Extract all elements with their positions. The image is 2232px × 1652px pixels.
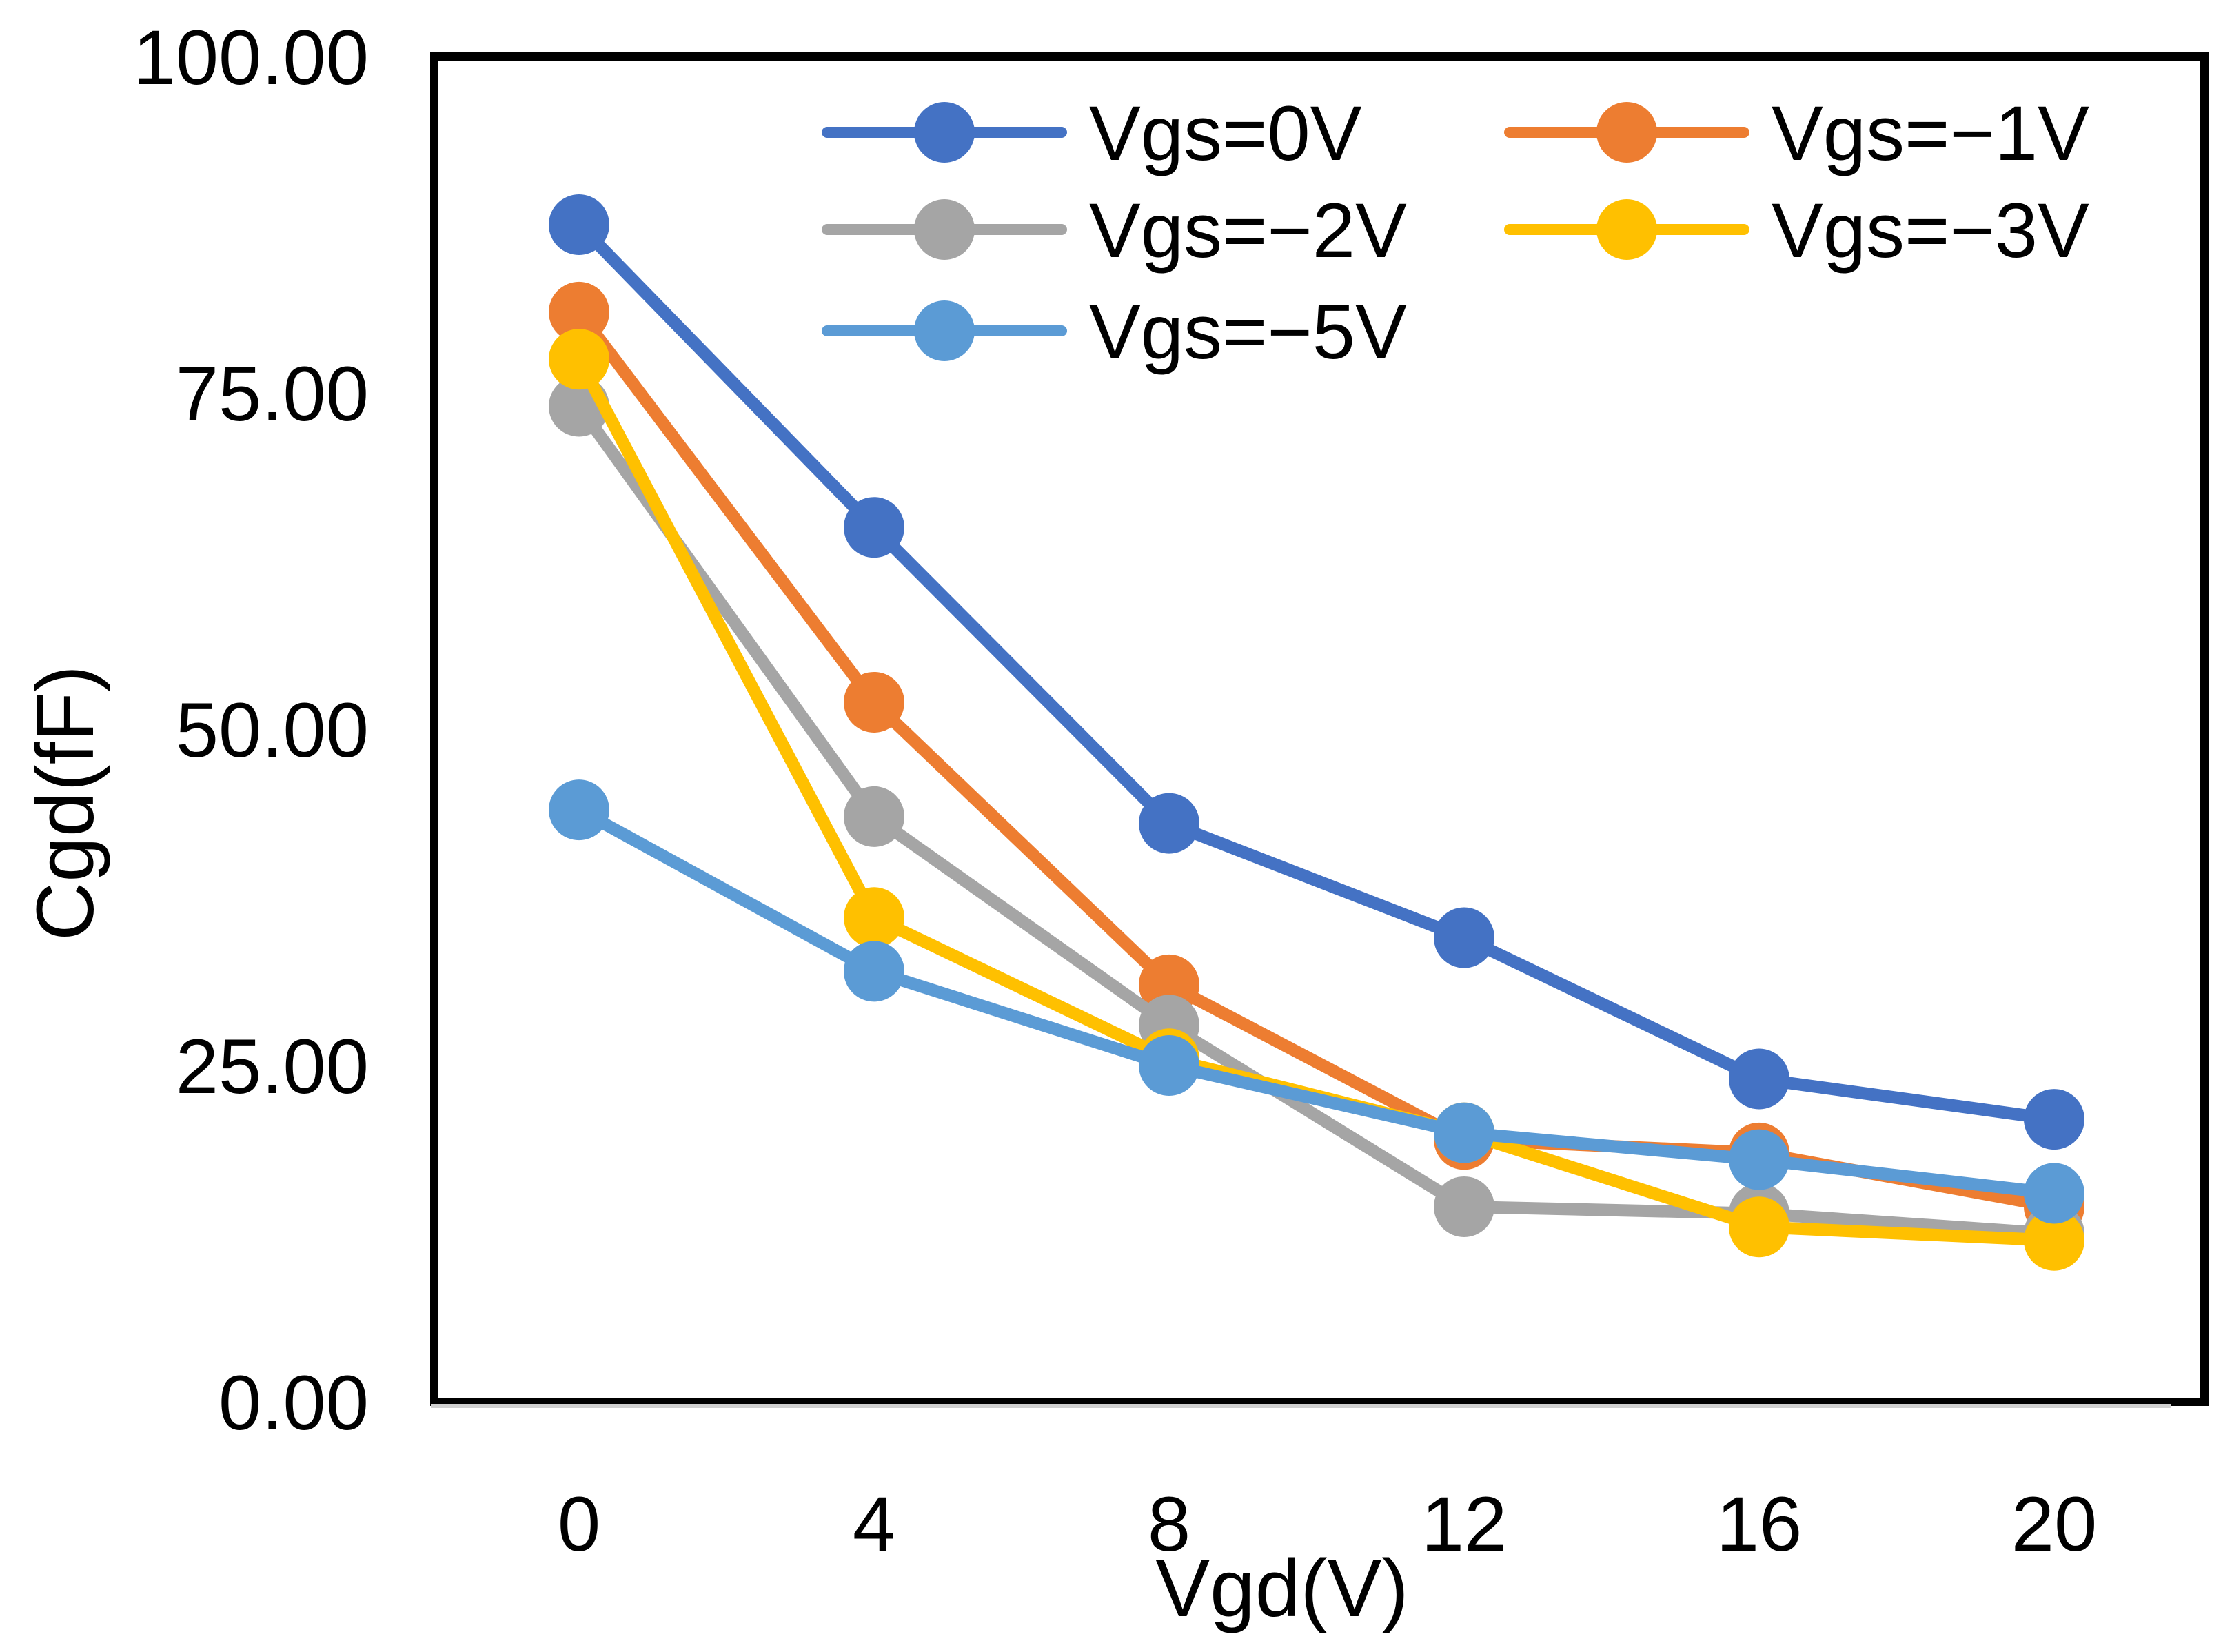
legend-label: Vgs=−3V [1772, 187, 2089, 274]
y-tick-labels: 0.00 25.00 50.00 75.00 100.00 [132, 14, 369, 1446]
legend-item: Vgs=0V [822, 90, 1362, 176]
legend-item: Vgs=−1V [1504, 90, 2089, 176]
data-point [549, 779, 609, 841]
legend-item: Vgs=−3V [1504, 187, 2089, 274]
y-tick-label: 50.00 [176, 687, 369, 773]
x-tick-label: 12 [1421, 1481, 1508, 1567]
legend-item: Vgs=−5V [822, 289, 1407, 375]
y-tick-label: 25.00 [176, 1023, 369, 1110]
data-point [844, 941, 904, 1002]
data-point [549, 329, 609, 390]
data-point [1729, 1196, 1789, 1258]
legend-marker [914, 300, 975, 361]
x-tick-label: 0 [558, 1481, 600, 1567]
legend-item: Vgs=−2V [822, 187, 1407, 274]
y-tick-label: 100.00 [132, 14, 369, 101]
x-tick-labels: 0 4 8 12 16 20 [558, 1481, 2097, 1567]
x-tick-label: 20 [2011, 1481, 2098, 1567]
x-axis-title: Vgd(V) [1155, 1543, 1408, 1634]
data-point [844, 887, 904, 948]
data-point [2024, 1210, 2084, 1271]
data-point [1729, 1048, 1789, 1110]
series-layer [549, 194, 2084, 1271]
y-tick-label: 0.00 [219, 1360, 369, 1446]
legend-label: Vgs=0V [1089, 90, 1362, 176]
legend: Vgs=0V Vgs=−1V Vgs=−2V Vgs=−3V Vgs=−5V [822, 90, 2089, 375]
data-point [1139, 793, 1199, 854]
x-tick-label: 4 [853, 1481, 895, 1567]
data-point [1729, 1129, 1789, 1190]
data-point [549, 281, 609, 343]
legend-label: Vgs=−1V [1772, 90, 2089, 176]
series-line [573, 804, 2060, 1200]
legend-marker [914, 102, 975, 163]
x-tick-label: 8 [1148, 1481, 1190, 1567]
data-point [1434, 1102, 1494, 1163]
data-point [844, 671, 904, 733]
data-point [1434, 907, 1494, 968]
data-point [549, 194, 609, 255]
data-point [844, 497, 904, 558]
legend-label: Vgs=−2V [1089, 187, 1407, 274]
legend-marker [1596, 199, 1657, 260]
legend-label: Vgs=−5V [1089, 289, 1407, 375]
legend-marker [914, 199, 975, 260]
y-tick-label: 75.00 [176, 351, 369, 437]
data-point [2024, 1089, 2084, 1150]
data-point [2024, 1163, 2084, 1224]
data-point [1139, 1035, 1199, 1096]
series-0 [549, 194, 2084, 1150]
legend-marker [1596, 102, 1657, 163]
data-point [844, 786, 904, 847]
data-point [1434, 1176, 1494, 1237]
series-line [573, 400, 2060, 1240]
x-tick-label: 16 [1716, 1481, 1803, 1567]
series-line [573, 218, 2060, 1126]
y-axis-title: Cgd(fF) [20, 665, 111, 941]
series-4 [549, 779, 2084, 1224]
